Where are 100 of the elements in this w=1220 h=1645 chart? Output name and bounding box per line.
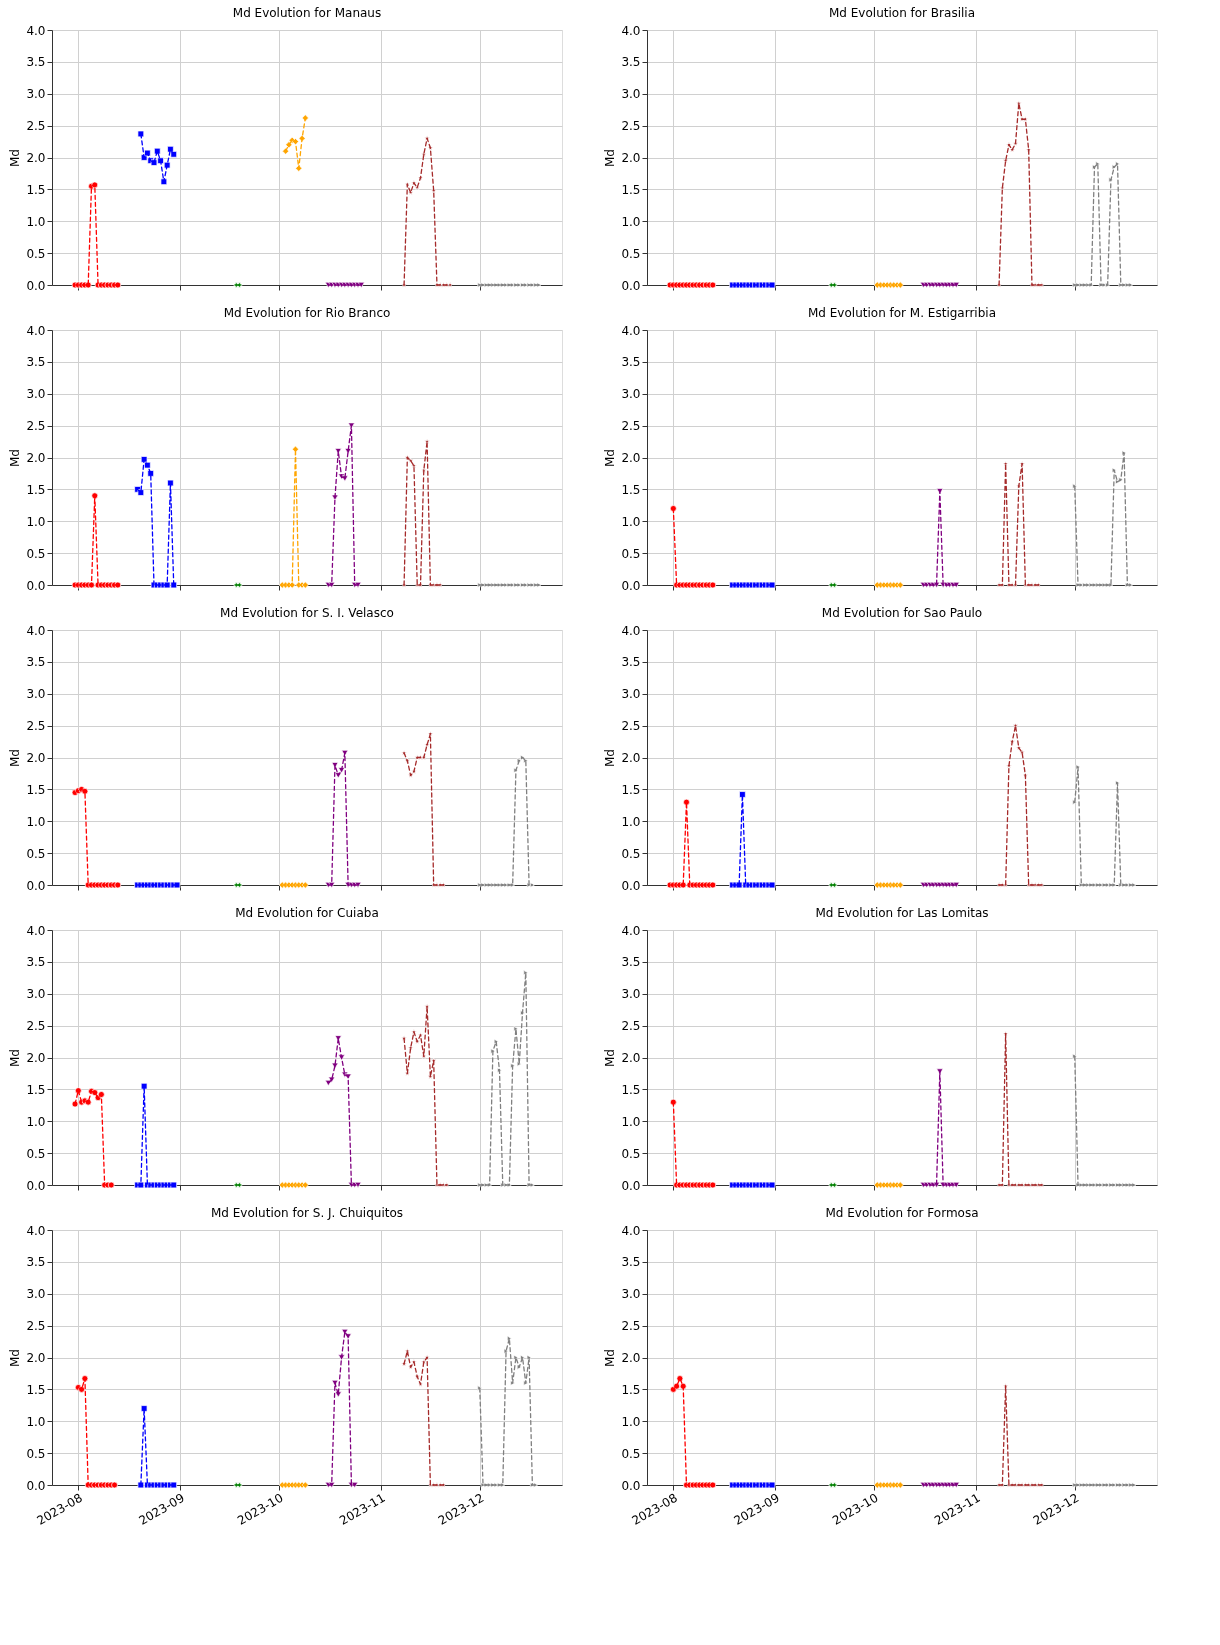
y-tick-label: 0.5 bbox=[621, 246, 641, 261]
y-axis-title: Md bbox=[8, 1049, 23, 1067]
y-tick-label: 0.0 bbox=[621, 278, 641, 293]
y-axis-title: Md bbox=[8, 749, 23, 767]
y-axis-title: Md bbox=[603, 1349, 618, 1367]
y-tick-label: 0.0 bbox=[621, 578, 641, 593]
y-tick-label: 3.0 bbox=[26, 387, 46, 402]
y-tick-label: 1.5 bbox=[621, 482, 641, 497]
y-tick-label: 4.0 bbox=[621, 23, 641, 38]
y-axis-title: Md bbox=[603, 449, 618, 467]
y-tick-label: 3.5 bbox=[621, 955, 641, 970]
y-tick-label: 2.0 bbox=[621, 451, 641, 465]
y-tick-label: 4.0 bbox=[26, 623, 46, 638]
y-tick-label: 0.0 bbox=[621, 1178, 641, 1193]
y-tick-label: 4.0 bbox=[26, 23, 46, 38]
y-tick-label: 1.5 bbox=[621, 182, 641, 197]
y-tick-label: 0.0 bbox=[621, 1478, 641, 1493]
y-tick-label: 0.0 bbox=[26, 878, 46, 893]
chart-title: Md Evolution for S. J. Chuiquitos bbox=[210, 1206, 404, 1220]
y-tick-label: 1.5 bbox=[26, 1082, 46, 1097]
y-tick-label: 3.0 bbox=[26, 687, 46, 702]
y-tick-label: 1.5 bbox=[26, 782, 46, 797]
y-tick-label: 1.0 bbox=[621, 214, 641, 229]
y-tick-label: 3.5 bbox=[621, 355, 641, 370]
chart-title: Md Evolution for Brasilia bbox=[829, 6, 975, 20]
y-tick-label: 1.0 bbox=[621, 814, 641, 829]
y-tick-label: 3.5 bbox=[26, 1255, 46, 1270]
y-tick-label: 1.0 bbox=[26, 814, 46, 829]
y-tick-label: 2.5 bbox=[26, 719, 46, 734]
y-tick-label: 0.5 bbox=[621, 1146, 641, 1161]
y-tick-label: 2.5 bbox=[26, 419, 46, 434]
y-tick-label: 3.5 bbox=[26, 655, 46, 670]
y-tick-label: 4.0 bbox=[621, 923, 641, 938]
y-tick-label: 2.0 bbox=[621, 1051, 641, 1065]
y-tick-label: 3.0 bbox=[26, 987, 46, 1002]
y-tick-label: 2.5 bbox=[621, 119, 641, 134]
y-tick-label: 1.0 bbox=[621, 514, 641, 529]
y-tick-label: 1.5 bbox=[26, 482, 46, 497]
y-tick-label: 2.0 bbox=[26, 1051, 46, 1065]
y-tick-label: 4.0 bbox=[26, 323, 46, 338]
y-tick-label: 0.0 bbox=[26, 1178, 46, 1193]
y-tick-label: 4.0 bbox=[621, 1223, 641, 1238]
y-tick-label: 3.0 bbox=[621, 1287, 641, 1302]
y-tick-label: 2.0 bbox=[26, 751, 46, 765]
y-tick-label: 1.5 bbox=[621, 1382, 641, 1397]
y-tick-label: 0.0 bbox=[26, 578, 46, 593]
y-tick-label: 2.0 bbox=[621, 751, 641, 765]
y-tick-label: 0.5 bbox=[26, 846, 46, 861]
y-tick-label: 0.5 bbox=[26, 1146, 46, 1161]
y-tick-label: 3.0 bbox=[621, 387, 641, 402]
y-tick-label: 0.5 bbox=[621, 846, 641, 861]
y-tick-label: 3.5 bbox=[26, 355, 46, 370]
chart-title: Md Evolution for Las Lomitas bbox=[815, 906, 989, 920]
y-tick-label: 4.0 bbox=[26, 923, 46, 938]
y-tick-label: 3.0 bbox=[26, 87, 46, 102]
y-tick-label: 0.5 bbox=[26, 1446, 46, 1461]
y-tick-label: 2.5 bbox=[26, 1019, 46, 1034]
y-tick-label: 3.0 bbox=[26, 1287, 46, 1302]
chart-title: Md Evolution for Formosa bbox=[825, 1206, 979, 1220]
y-tick-label: 4.0 bbox=[26, 1223, 46, 1238]
y-tick-label: 3.5 bbox=[621, 655, 641, 670]
y-tick-label: 4.0 bbox=[621, 623, 641, 638]
y-tick-label: 1.0 bbox=[26, 514, 46, 529]
chart-title: Md Evolution for Cuiaba bbox=[235, 906, 379, 920]
chart-title: Md Evolution for S. I. Velasco bbox=[220, 606, 394, 620]
y-tick-label: 2.0 bbox=[26, 451, 46, 465]
y-tick-label: 2.5 bbox=[26, 119, 46, 134]
y-tick-label: 2.5 bbox=[621, 419, 641, 434]
y-axis-title: Md bbox=[603, 1049, 618, 1067]
y-axis-title: Md bbox=[8, 449, 23, 467]
y-tick-label: 2.0 bbox=[621, 1351, 641, 1365]
chart-title: Md Evolution for M. Estigarribia bbox=[808, 306, 996, 320]
y-tick-label: 0.0 bbox=[621, 878, 641, 893]
y-tick-label: 3.0 bbox=[621, 687, 641, 702]
y-tick-label: 1.5 bbox=[621, 782, 641, 797]
y-tick-label: 2.5 bbox=[621, 1019, 641, 1034]
y-tick-label: 2.5 bbox=[621, 719, 641, 734]
y-tick-label: 1.5 bbox=[26, 1382, 46, 1397]
chart-title: Md Evolution for Manaus bbox=[232, 6, 382, 20]
y-tick-label: 0.5 bbox=[26, 546, 46, 561]
y-tick-label: 3.0 bbox=[621, 87, 641, 102]
y-axis-title: Md bbox=[8, 149, 23, 167]
y-axis-title: Md bbox=[603, 749, 618, 767]
chart-title: Md Evolution for Rio Branco bbox=[223, 306, 391, 320]
y-axis-title: Md bbox=[603, 149, 618, 167]
y-tick-label: 0.5 bbox=[621, 546, 641, 561]
y-tick-label: 1.0 bbox=[621, 1114, 641, 1129]
y-tick-label: 0.5 bbox=[621, 1446, 641, 1461]
y-tick-label: 3.5 bbox=[621, 55, 641, 70]
y-tick-label: 1.0 bbox=[26, 214, 46, 229]
y-tick-label: 2.0 bbox=[26, 1351, 46, 1365]
y-tick-label: 3.5 bbox=[621, 1255, 641, 1270]
y-tick-label: 3.0 bbox=[621, 987, 641, 1002]
y-tick-label: 2.0 bbox=[26, 151, 46, 165]
y-tick-label: 3.5 bbox=[26, 955, 46, 970]
y-tick-label: 0.0 bbox=[26, 1478, 46, 1493]
y-tick-label: 2.0 bbox=[621, 151, 641, 165]
y-tick-label: 2.5 bbox=[26, 1319, 46, 1334]
y-tick-label: 1.5 bbox=[26, 182, 46, 197]
chart-title: Md Evolution for Sao Paulo bbox=[821, 606, 983, 620]
